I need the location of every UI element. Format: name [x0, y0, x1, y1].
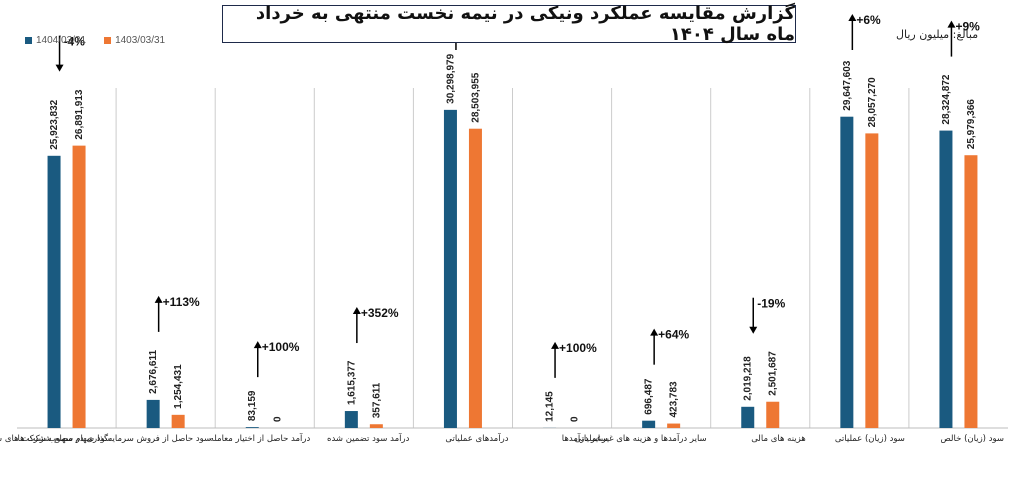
- change-label: +6%: [856, 13, 881, 27]
- change-label: +9%: [955, 20, 980, 34]
- legend-item-series2: 1403/03/31: [104, 35, 165, 46]
- change-arrow-down-icon: [749, 326, 758, 334]
- data-label: 696,487: [644, 378, 655, 415]
- change-arrow-down-icon: [55, 64, 64, 72]
- category-label: درآمد سود تضمین شده: [327, 432, 410, 444]
- data-label: 25,979,366: [966, 99, 977, 149]
- bar-series2: [865, 133, 879, 428]
- data-label: 25,923,832: [49, 99, 60, 149]
- legend-item-series1: 1404/03/31: [25, 35, 86, 46]
- change-label: +64%: [658, 328, 689, 342]
- bar-series1: [344, 411, 358, 428]
- legend-swatch-series1: [25, 37, 32, 44]
- legend-label-series1: 1404/03/31: [36, 35, 87, 46]
- data-label: 2,676,611: [148, 350, 159, 394]
- bar-series2: [72, 145, 86, 428]
- change-arrow-up-icon: [253, 341, 262, 349]
- bar-series2: [766, 401, 780, 428]
- bar-series1: [939, 130, 953, 428]
- bar-series1: [642, 420, 656, 428]
- category-label: سایر درآمدها و هزینه های غیرعملیاتی: [574, 432, 706, 444]
- data-label: 30,298,979: [445, 53, 456, 103]
- data-label: 83,159: [247, 390, 258, 421]
- category-label: سود سهام مصوب شرکت های سرمایه پذیر: [0, 434, 112, 444]
- data-label: 0: [272, 416, 283, 422]
- change-arrow-up-icon: [947, 20, 956, 28]
- bar-series1: [741, 406, 755, 428]
- bar-series1: [840, 116, 854, 428]
- data-label: 29,647,603: [842, 60, 853, 110]
- bar-series1: [146, 399, 160, 428]
- category-label: درآمدهای عملیاتی: [445, 432, 508, 444]
- chart-title: گزارش مقایسه عملکرد ونیکی در نیمه نخست م…: [222, 3, 796, 45]
- category-label: سایر درآمدها: [562, 432, 608, 444]
- data-label: 2,019,218: [743, 356, 754, 401]
- data-label: 12,145: [545, 391, 556, 422]
- change-arrow-up-icon: [650, 328, 659, 336]
- legend: 1404/03/31 1403/03/31: [25, 35, 165, 46]
- category-label: درآمد حاصل از اختیار معامله: [210, 432, 311, 444]
- data-label: 26,891,913: [74, 89, 85, 139]
- data-label: 28,324,872: [941, 74, 952, 124]
- data-label: 423,783: [669, 381, 680, 418]
- change-arrow-up-icon: [551, 341, 560, 349]
- bar-series2: [369, 424, 383, 428]
- bar-series1: [443, 109, 457, 428]
- bar-series2: [667, 423, 681, 428]
- data-label: 28,057,270: [867, 77, 878, 127]
- data-label: 0: [570, 416, 581, 422]
- change-label: +100%: [262, 340, 300, 354]
- category-label: سود (زیان) خالص: [941, 434, 1004, 444]
- unit-label: مبالغ: میلیون ریال: [896, 28, 979, 41]
- data-label: 357,611: [371, 382, 382, 418]
- bar-series2: [171, 414, 185, 428]
- category-label: سود حاصل از فروش سرمایه‌گذاری در سهام شر…: [18, 433, 212, 444]
- bar-series1: [47, 155, 61, 429]
- category-label: هزینه های مالی: [751, 434, 806, 444]
- change-label: +352%: [361, 306, 399, 320]
- change-label: -4%: [64, 35, 86, 49]
- bar-series1: [245, 427, 259, 428]
- change-arrow-up-icon: [848, 14, 857, 21]
- data-label: 2,501,687: [768, 351, 779, 396]
- bar-series2: [964, 155, 978, 428]
- change-arrow-up-icon: [154, 295, 163, 303]
- change-label: -19%: [757, 297, 785, 311]
- change-label: +100%: [559, 341, 597, 355]
- category-label: سود (زیان) عملیاتی: [835, 434, 905, 444]
- data-label: 28,503,955: [470, 72, 481, 122]
- data-label: 1,615,377: [346, 360, 357, 405]
- legend-label-series2: 1403/03/31: [115, 35, 166, 46]
- data-label: 1,254,431: [173, 364, 184, 409]
- legend-swatch-series2: [104, 37, 112, 44]
- change-label: +113%: [163, 295, 200, 309]
- change-arrow-up-icon: [352, 307, 361, 315]
- bar-series2: [468, 128, 482, 428]
